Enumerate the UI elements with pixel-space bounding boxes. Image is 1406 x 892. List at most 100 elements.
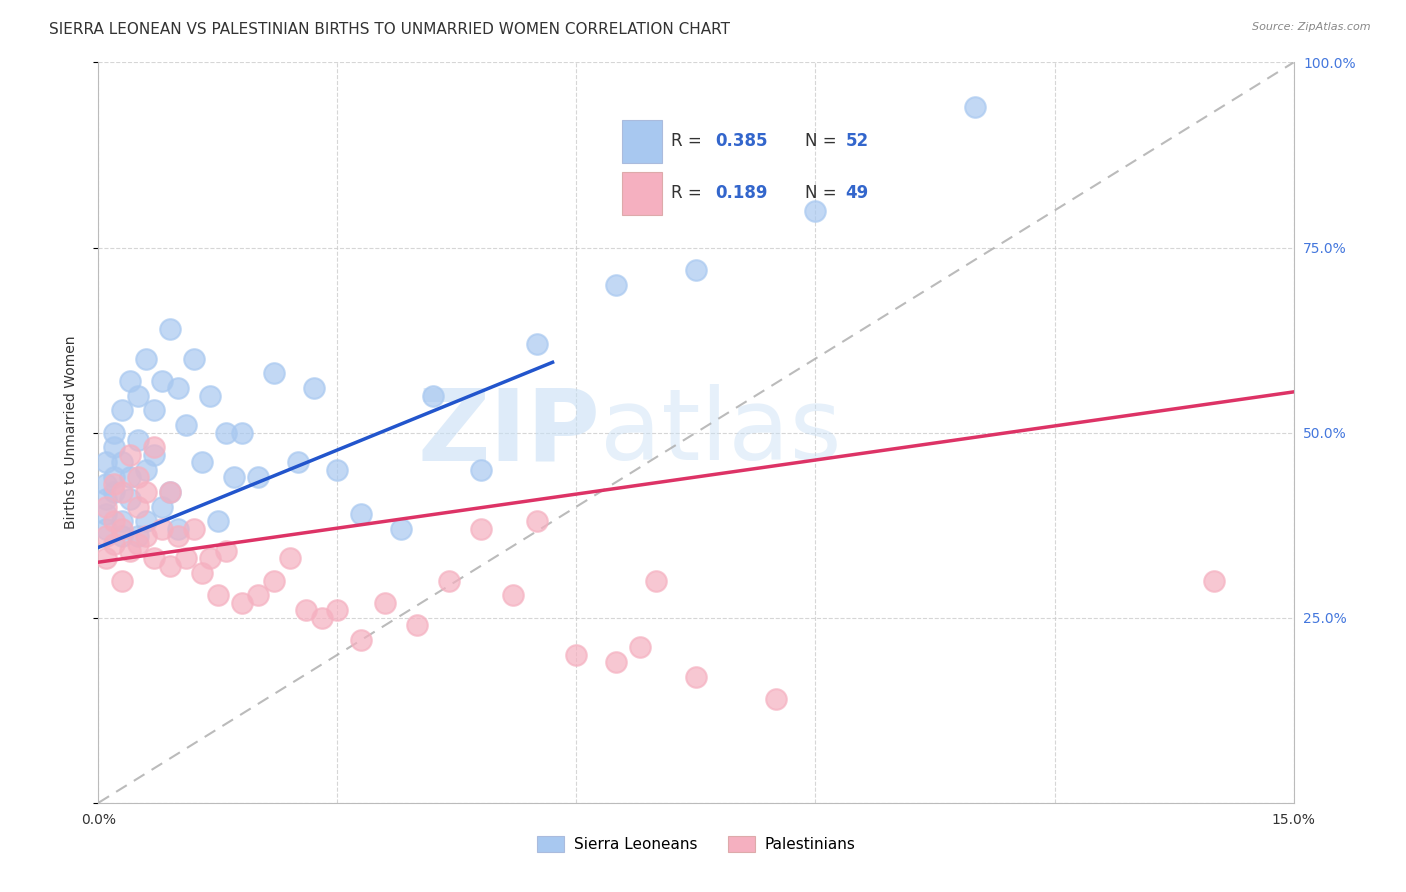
Point bbox=[96, 500, 118, 514]
Point bbox=[174, 418, 197, 433]
Point bbox=[246, 470, 269, 484]
Text: SIERRA LEONEAN VS PALESTINIAN BIRTHS TO UNMARRIED WOMEN CORRELATION CHART: SIERRA LEONEAN VS PALESTINIAN BIRTHS TO … bbox=[49, 22, 730, 37]
Point bbox=[207, 589, 229, 603]
Point bbox=[645, 574, 668, 588]
Point bbox=[127, 536, 149, 550]
Point bbox=[111, 484, 134, 499]
Point bbox=[111, 574, 134, 588]
Text: ZIP: ZIP bbox=[418, 384, 600, 481]
Point bbox=[135, 462, 157, 476]
Point bbox=[150, 522, 173, 536]
Point bbox=[765, 692, 787, 706]
Point bbox=[215, 425, 238, 440]
Point bbox=[526, 336, 548, 351]
Point bbox=[422, 388, 444, 402]
Point bbox=[135, 351, 157, 366]
Point bbox=[326, 462, 349, 476]
Point bbox=[96, 455, 118, 469]
Point bbox=[103, 536, 125, 550]
Point bbox=[963, 100, 986, 114]
Point bbox=[135, 515, 157, 529]
Point bbox=[215, 544, 238, 558]
Point bbox=[183, 522, 205, 536]
Point bbox=[120, 448, 142, 462]
Point bbox=[326, 603, 349, 617]
Point bbox=[120, 544, 142, 558]
Point bbox=[135, 529, 157, 543]
Point bbox=[103, 515, 125, 529]
Point bbox=[350, 507, 373, 521]
Point bbox=[103, 470, 125, 484]
Text: atlas: atlas bbox=[600, 384, 842, 481]
Point bbox=[183, 351, 205, 366]
Point bbox=[167, 381, 190, 395]
Point bbox=[278, 551, 301, 566]
Point bbox=[565, 648, 588, 662]
Point bbox=[111, 403, 134, 417]
Point bbox=[127, 388, 149, 402]
Point bbox=[231, 425, 253, 440]
Point bbox=[127, 433, 149, 447]
Point bbox=[127, 529, 149, 543]
Point bbox=[159, 558, 181, 573]
Point bbox=[96, 492, 118, 507]
Point bbox=[263, 367, 285, 381]
Point bbox=[103, 477, 125, 491]
Point bbox=[127, 500, 149, 514]
Point bbox=[470, 522, 492, 536]
Point bbox=[198, 388, 221, 402]
Point bbox=[605, 655, 627, 669]
Point bbox=[159, 484, 181, 499]
Point bbox=[207, 515, 229, 529]
Point bbox=[143, 403, 166, 417]
Point bbox=[143, 551, 166, 566]
Point bbox=[302, 381, 325, 395]
Text: Source: ZipAtlas.com: Source: ZipAtlas.com bbox=[1253, 22, 1371, 32]
Point bbox=[96, 529, 118, 543]
Point bbox=[111, 455, 134, 469]
Point bbox=[103, 484, 125, 499]
Point bbox=[103, 441, 125, 455]
Point bbox=[246, 589, 269, 603]
Point bbox=[111, 522, 134, 536]
Point bbox=[685, 262, 707, 277]
Point bbox=[143, 448, 166, 462]
Point bbox=[96, 551, 118, 566]
Point bbox=[191, 566, 214, 581]
Point bbox=[143, 441, 166, 455]
Point bbox=[502, 589, 524, 603]
Point bbox=[526, 515, 548, 529]
Point bbox=[96, 507, 118, 521]
Point bbox=[127, 470, 149, 484]
Point bbox=[222, 470, 245, 484]
Point bbox=[120, 374, 142, 388]
Point bbox=[287, 455, 309, 469]
Point bbox=[311, 610, 333, 624]
Point bbox=[470, 462, 492, 476]
Point bbox=[389, 522, 412, 536]
Point bbox=[96, 522, 118, 536]
Point bbox=[1202, 574, 1225, 588]
Point bbox=[150, 374, 173, 388]
Point bbox=[406, 618, 429, 632]
Point bbox=[135, 484, 157, 499]
Point bbox=[231, 596, 253, 610]
Point bbox=[150, 500, 173, 514]
Point bbox=[685, 670, 707, 684]
Point bbox=[96, 477, 118, 491]
Point bbox=[111, 515, 134, 529]
Point bbox=[120, 470, 142, 484]
Point bbox=[103, 425, 125, 440]
Point bbox=[111, 529, 134, 543]
Point bbox=[263, 574, 285, 588]
Point bbox=[294, 603, 316, 617]
Point bbox=[804, 203, 827, 218]
Point bbox=[605, 277, 627, 292]
Point bbox=[191, 455, 214, 469]
Point bbox=[167, 522, 190, 536]
Point bbox=[159, 484, 181, 499]
Point bbox=[437, 574, 460, 588]
Legend: Sierra Leoneans, Palestinians: Sierra Leoneans, Palestinians bbox=[530, 830, 862, 858]
Point bbox=[159, 322, 181, 336]
Point bbox=[374, 596, 396, 610]
